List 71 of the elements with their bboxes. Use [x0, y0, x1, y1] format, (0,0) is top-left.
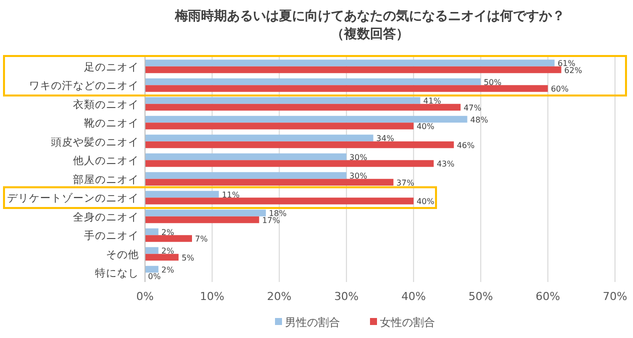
bar: [145, 66, 562, 74]
data-label: 48%: [470, 115, 488, 124]
y-tick-label: 頭皮や髪のニオイ: [51, 135, 139, 148]
legend-label: 男性の割合: [285, 316, 340, 329]
bar: [145, 266, 158, 273]
bar: [145, 172, 346, 179]
x-tick-label: 70%: [602, 290, 628, 303]
bar: [145, 141, 454, 148]
legend-label: 女性の割合: [380, 316, 435, 329]
bar: [145, 228, 158, 236]
data-label: 30%: [349, 172, 368, 180]
data-label: 61%: [558, 59, 576, 68]
bar: [145, 254, 179, 261]
data-label: 46%: [456, 140, 476, 150]
data-label: 47%: [464, 103, 482, 112]
bar: [145, 153, 346, 160]
bar: [145, 60, 555, 66]
data-label: 43%: [436, 160, 455, 168]
bar: [145, 178, 394, 186]
data-label: 34%: [376, 134, 394, 143]
bar: [145, 116, 468, 123]
data-label: 2%: [161, 265, 175, 274]
bar: [145, 247, 158, 254]
bar: [145, 134, 374, 142]
chart-title: 梅雨時期あるいは夏に向けてあなたの気になるニオイは何ですか？: [174, 9, 565, 24]
data-label: 60%: [550, 84, 570, 94]
y-tick-label: 足のニオイ: [84, 61, 139, 74]
bar: [145, 122, 414, 130]
data-label: 7%: [195, 234, 208, 244]
y-tick-label: デリケートゾーンのニオイ: [7, 192, 139, 205]
y-tick-label: 衣類のニオイ: [73, 98, 139, 111]
data-label: 11%: [222, 190, 240, 200]
bar: [145, 190, 219, 198]
bar: [145, 160, 434, 167]
data-label: 41%: [423, 96, 442, 106]
bar: [145, 104, 461, 111]
bar: [145, 85, 548, 92]
data-label: 5%: [182, 253, 195, 262]
x-tick-label: 0%: [136, 290, 154, 303]
y-tick-label: 特になし: [95, 268, 139, 280]
data-label: 62%: [564, 66, 582, 75]
data-label: 37%: [396, 178, 415, 188]
bar: [145, 198, 414, 204]
data-label: 2%: [161, 228, 175, 237]
data-label: 18%: [268, 209, 288, 218]
bar: [145, 210, 266, 216]
x-tick-label: 10%: [200, 290, 224, 303]
data-label: 30%: [349, 152, 368, 162]
x-tick-label: 30%: [334, 290, 359, 303]
data-label: 17%: [262, 216, 280, 225]
x-tick-label: 50%: [468, 290, 493, 303]
data-label: 0%: [148, 272, 162, 281]
x-tick-label: 40%: [401, 290, 426, 303]
y-tick-label: 他人のニオイ: [73, 155, 139, 168]
data-label: 40%: [416, 197, 435, 206]
y-tick-label: ワキの汗などのニオイ: [29, 80, 139, 92]
data-label: 40%: [416, 122, 435, 131]
x-tick-label: 60%: [536, 290, 560, 303]
bar: [145, 235, 192, 242]
y-tick-label: 部屋のニオイ: [73, 172, 139, 186]
y-tick-label: 靴のニオイ: [84, 118, 139, 130]
y-tick-label: 全身のニオイ: [73, 211, 139, 224]
y-tick-label: その他: [106, 248, 139, 261]
data-label: 2%: [161, 246, 175, 256]
bar: [145, 78, 481, 86]
x-tick-label: 20%: [267, 290, 292, 303]
y-tick-label: 手のニオイ: [84, 229, 139, 242]
chart-subtitle: （複数回答）: [331, 26, 409, 42]
data-label: 50%: [484, 78, 502, 87]
bar: [145, 97, 420, 104]
bar: [145, 216, 260, 224]
